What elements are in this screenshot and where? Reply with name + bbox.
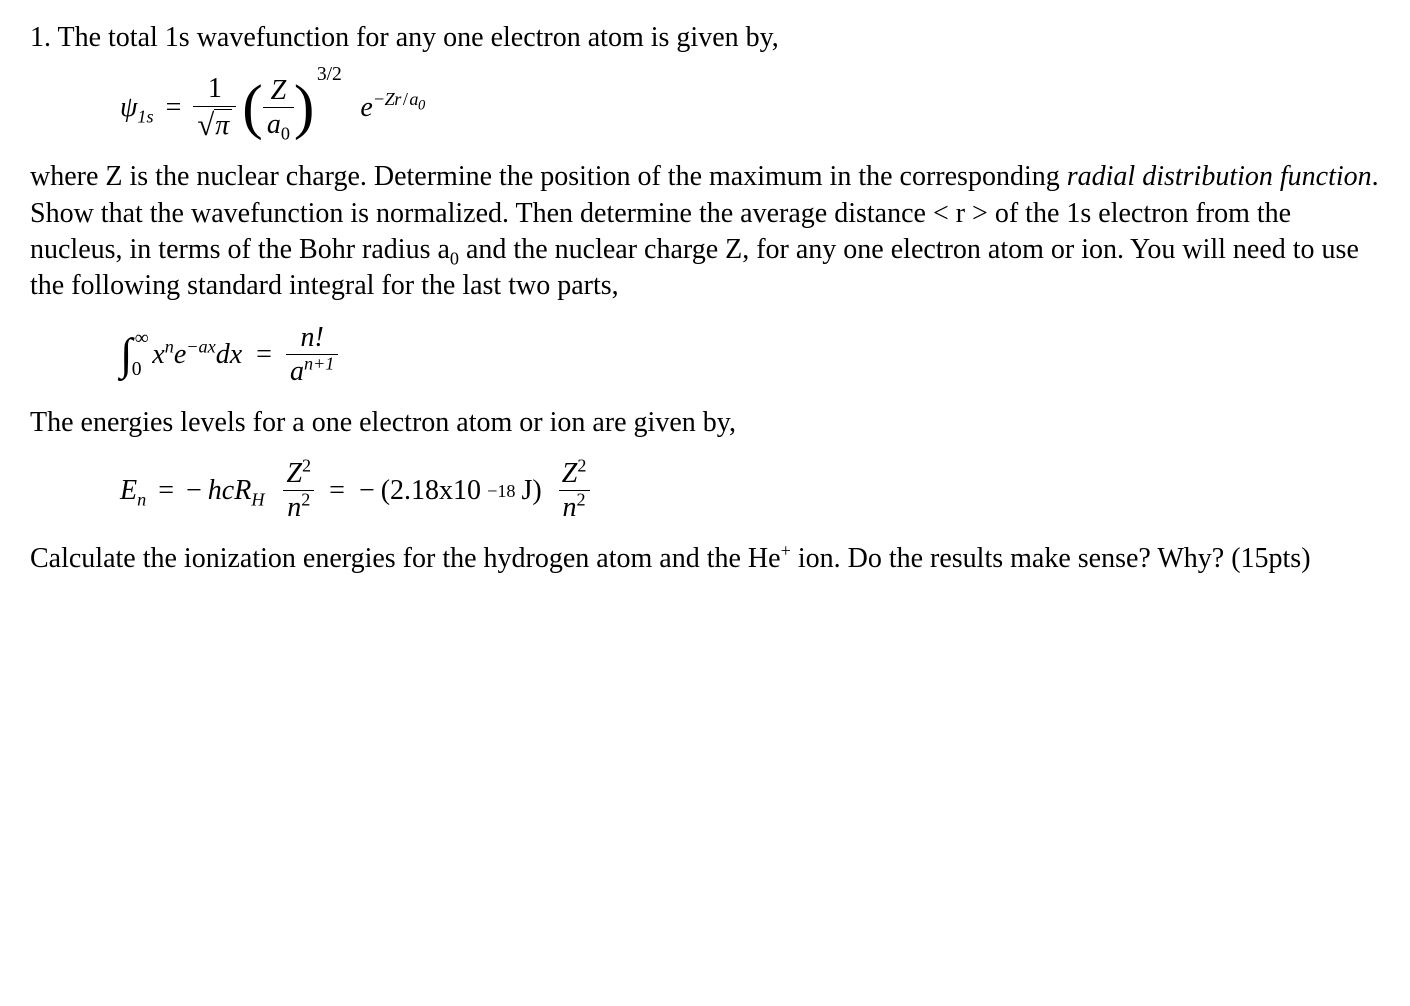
a-base: a <box>290 356 304 387</box>
integral-lower: 0 <box>132 359 142 381</box>
frac-z2-n2-a: Z2 n2 <box>282 459 315 523</box>
problem-number: 1. <box>30 22 51 53</box>
frac-num-one: 1 <box>204 74 226 105</box>
frac-z2-n2-b: Z2 n2 <box>558 459 591 523</box>
a-symbol: a <box>267 109 281 140</box>
Z-b: Z <box>562 458 578 489</box>
n-pow-b: 2 <box>577 490 586 510</box>
intro-line: 1. The total 1s wavefunction for any one… <box>30 20 1380 56</box>
a-sub-zero: 0 <box>281 124 290 144</box>
sqrt-pi: √π <box>197 109 232 141</box>
equals-3a: = <box>158 475 174 507</box>
R-sub-H: H <box>251 489 264 509</box>
x-power-n: n <box>165 336 174 356</box>
integral-symbol: ∫ <box>120 337 132 373</box>
neg-3a: − <box>186 475 202 507</box>
intro-text: The total 1s wavefunction for any one el… <box>58 22 779 53</box>
hcR: hcR <box>208 475 252 506</box>
para4-b: ion. Do the results make sense? Why? (15… <box>791 543 1311 574</box>
pi-symbol: π <box>215 111 229 140</box>
psi-sub: 1s <box>137 106 153 126</box>
frac-z-over-a0: Z a0 <box>263 76 294 140</box>
n-a: n <box>287 492 301 523</box>
Z-pow-a: 2 <box>302 456 311 476</box>
frac-one-over-rootpi: 1 √π <box>193 74 236 141</box>
E-sub-n: n <box>137 489 146 509</box>
Z-a: Z <box>286 458 302 489</box>
lparen: ( <box>242 83 263 132</box>
e-symbol-2: e <box>174 339 186 370</box>
equation-energy-levels: En = − hcRH Z2 n2 = − (2.18x10−18 J) Z2 … <box>120 459 1380 523</box>
n-factorial: n! <box>297 323 328 354</box>
he-plus-sup: + <box>781 540 791 560</box>
E-symbol: E <box>120 475 137 506</box>
neg-3b: − <box>359 475 375 507</box>
e-exp: −ax <box>186 336 215 356</box>
integral-wrap: ∫ ∞ 0 <box>120 337 132 373</box>
e-symbol: e <box>360 92 372 123</box>
para2-italic: radial distribution function <box>1067 161 1372 192</box>
x-symbol: x <box>152 339 164 370</box>
Z-pow-b: 2 <box>577 456 586 476</box>
const-close: J) <box>522 475 542 507</box>
equals-3b: = <box>329 475 345 507</box>
sqrt-symbol: √ <box>197 109 214 141</box>
n-pow-a: 2 <box>301 490 310 510</box>
instructions-paragraph: where Z is the nuclear charge. Determine… <box>30 159 1380 305</box>
const-open: (2.18x10 <box>381 475 481 507</box>
final-question: Calculate the ionization energies for th… <box>30 541 1380 577</box>
energy-intro: The energies levels for a one electron a… <box>30 405 1380 441</box>
dx: dx <box>216 339 242 370</box>
exponent: −Zr/a0 <box>373 89 425 109</box>
z-symbol: Z <box>267 76 291 107</box>
a-power: n+1 <box>304 354 334 374</box>
equation-wavefunction: ψ1s = 1 √π ( Z a0 ) <box>120 74 1380 141</box>
equals: = <box>166 92 182 124</box>
frac-nfact-over-a: n! an+1 <box>286 323 338 387</box>
para2-part-a: where Z is the nuclear charge. Determine… <box>30 161 1067 192</box>
para4-a: Calculate the ionization energies for th… <box>30 543 781 574</box>
power-three-halves: 3/2 <box>317 64 342 86</box>
integral-upper: ∞ <box>135 328 149 350</box>
rparen: ) <box>294 83 315 132</box>
psi-symbol: ψ <box>120 92 137 123</box>
equals-2: = <box>256 339 272 371</box>
equation-standard-integral: ∫ ∞ 0 xne−axdx = n! an+1 <box>120 323 1380 387</box>
para2-a0-sub: 0 <box>450 249 459 269</box>
problem-page: 1. The total 1s wavefunction for any one… <box>0 0 1410 1006</box>
n-b: n <box>563 492 577 523</box>
